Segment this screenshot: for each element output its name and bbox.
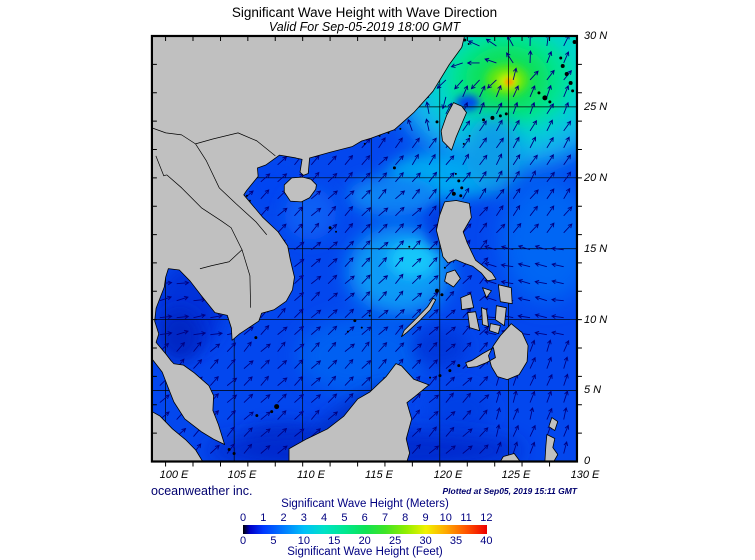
credit-text: oceanweather inc. <box>151 484 253 498</box>
taiwan-island <box>440 102 467 151</box>
page-title: Significant Wave Height with Wave Direct… <box>231 5 498 20</box>
mindanao-island <box>465 323 529 381</box>
meter-tick: 10 <box>439 512 452 524</box>
mainland-asia <box>151 35 465 445</box>
wave-height-map <box>150 34 582 467</box>
lon-label: 120 E <box>433 469 463 481</box>
halmahera-island <box>544 434 559 462</box>
borneo-island <box>288 363 430 462</box>
legend-caption-meters: Significant Wave Height (Meters) <box>281 498 449 510</box>
map-frame <box>150 34 579 463</box>
feet-tick: 15 <box>328 535 341 547</box>
plot-timestamp: Plotted at Sep05, 2019 15:11 GMT <box>442 486 577 496</box>
morotai-island <box>548 417 559 431</box>
lon-label: 115 E <box>365 469 393 481</box>
country-borders <box>151 127 276 308</box>
meter-tick: 2 <box>280 512 287 524</box>
lon-label: 105 E <box>227 469 257 481</box>
meter-tick: 6 <box>361 512 368 524</box>
feet-tick: 20 <box>358 535 371 547</box>
feet-tick: 25 <box>388 535 402 547</box>
lon-label: 130 E <box>570 469 600 481</box>
feet-tick: 30 <box>419 535 432 547</box>
feet-tick: 10 <box>297 535 311 547</box>
lat-label: 15 N <box>584 243 608 255</box>
meter-tick: 9 <box>422 512 429 524</box>
lat-label: 20 N <box>584 172 608 184</box>
meter-tick: 8 <box>402 512 409 524</box>
meter-tick: 1 <box>260 512 267 524</box>
feet-tick: 40 <box>480 535 493 547</box>
lon-label: 100 E <box>159 469 189 481</box>
feet-tick: 0 <box>239 535 247 547</box>
luzon-island <box>436 200 497 282</box>
meter-tick: 3 <box>300 512 307 524</box>
meter-tick: 7 <box>381 512 389 524</box>
lat-label: 0 <box>584 455 591 467</box>
map-ticks <box>151 35 582 467</box>
feet-tick: 5 <box>270 535 277 547</box>
meter-tick: 12 <box>480 512 493 524</box>
meter-tick: 0 <box>239 512 247 524</box>
lat-label: 30 N <box>584 30 608 42</box>
landmass-layer <box>151 35 577 462</box>
lat-label: 25 N <box>584 101 608 113</box>
visayas-islands <box>460 284 513 335</box>
lat-label: 10 N <box>584 314 608 326</box>
mindoro-island <box>444 269 461 288</box>
meter-tick: 11 <box>460 512 472 524</box>
feet-tick: 35 <box>449 535 463 547</box>
small-islands <box>227 38 577 456</box>
palawan-island <box>401 297 437 338</box>
lat-label: 5 N <box>584 384 602 396</box>
meter-tick: 4 <box>321 512 328 524</box>
sumatra-island <box>151 411 204 462</box>
meter-tick: 5 <box>341 512 348 524</box>
lon-label: 110 E <box>297 469 325 481</box>
colorbar <box>243 525 487 534</box>
lon-label: 125 E <box>501 469 531 481</box>
sulawesi-tip <box>499 453 521 462</box>
legend-caption-feet: Significant Wave Height (Feet) <box>287 546 443 558</box>
valid-time-subtitle: Valid For Sep-05-2019 18:00 GMT <box>268 20 461 34</box>
hainan-island <box>283 176 317 203</box>
